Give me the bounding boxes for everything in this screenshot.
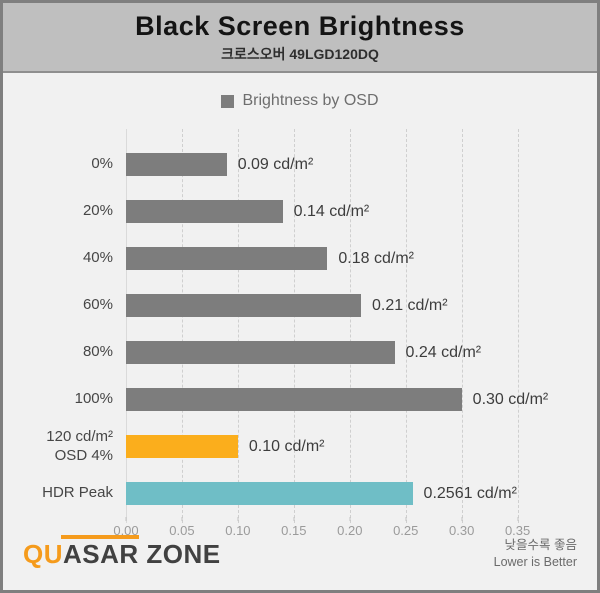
chart-footer: QUASAR ZONE 낮을수록 좋음 Lower is Better (3, 526, 597, 590)
bar-value-label: 0.09 cd/m² (237, 155, 314, 173)
bar (126, 200, 283, 223)
x-axis: 0.00 0.05 0.10 0.15 0.20 0.25 0.30 0.35 (113, 517, 540, 543)
gridline (126, 129, 127, 523)
category-label-line: HDR Peak (42, 484, 113, 502)
chart-row: HDR Peak 0.2561 cd/m² (42, 470, 540, 517)
category-label-line: 60% (82, 296, 113, 314)
category-label: 20% (3, 202, 113, 221)
axis-tick (125, 517, 127, 521)
category-label-line: 120 cd/m² (46, 427, 113, 445)
axis-tick-label: 0.00 (113, 523, 139, 538)
axis-tick (237, 517, 239, 521)
bar (126, 294, 361, 317)
bar (126, 247, 328, 270)
chart-row: 80% 0.24 cd/m² (83, 329, 540, 376)
axis-tick (293, 517, 295, 521)
axis-tick-label: 0.25 (393, 523, 419, 538)
plot-area: 0% 0.09 cd/m² 20% 0.14 cd/m² 40% 0.18 cd/m² 60… (42, 129, 548, 523)
category-label: 120 cd/m² OSD 4% (3, 428, 113, 466)
gridline (237, 129, 239, 523)
axis-tick-label: 0.20 (337, 523, 363, 538)
gridline (349, 129, 351, 523)
chart-row: 120 cd/m² OSD 4% 0.10 cd/m² (46, 423, 540, 470)
chart-row: 100% 0.30 cd/m² (75, 376, 548, 423)
category-label-line: OSD 4% (54, 446, 113, 464)
category-label: 80% (3, 343, 113, 362)
bar (126, 341, 395, 364)
gridline (293, 129, 295, 523)
note-english: Lower is Better (493, 555, 577, 569)
chart-row: 20% 0.14 cd/m² (83, 188, 540, 235)
axis-tick-label: 0.15 (281, 523, 307, 538)
bar-value-label: 0.2561 cd/m² (423, 484, 517, 502)
category-label-line: 40% (82, 249, 113, 267)
category-label-line: 20% (82, 202, 113, 220)
category-label: 0% (3, 155, 113, 174)
chart-title: Black Screen Brightness (135, 11, 465, 41)
bar-value-label: 0.18 cd/m² (338, 249, 414, 267)
gridline (405, 129, 407, 523)
chart-row: 60% 0.21 cd/m² (83, 282, 540, 329)
axis-tick-label: 0.30 (449, 523, 475, 538)
axis-tick (349, 517, 351, 521)
category-label-line: 80% (82, 343, 113, 361)
gridline (461, 129, 463, 523)
logo-asar: ASAR (61, 534, 139, 569)
bar-value-label: 0.14 cd/m² (293, 202, 370, 220)
chart-row: 0% 0.09 cd/m² (91, 141, 540, 188)
note-korean: 낮을수록 좋음 (504, 537, 577, 552)
legend-swatch-icon (221, 94, 235, 108)
category-label: 40% (3, 249, 113, 268)
axis-tick (517, 517, 519, 521)
bar (126, 153, 227, 176)
chart-row: 40% 0.18 cd/m² (83, 235, 540, 282)
gridline (517, 129, 519, 523)
axis-tick (181, 517, 183, 521)
axis-tick-label: 0.35 (504, 523, 531, 538)
logo-qu: QU (23, 538, 63, 569)
axis-tick (405, 517, 407, 521)
legend-label: Brightness by OSD (242, 92, 379, 109)
category-label: HDR Peak (3, 484, 113, 503)
bar-value-label: 0.21 cd/m² (371, 296, 448, 314)
chart-legend: Brightness by OSD (3, 91, 597, 111)
bar (126, 388, 462, 411)
axis-tick-label: 0.10 (225, 523, 251, 538)
chart-header: Black Screen Brightness 크로스오버 49LGD120DQ (3, 3, 597, 73)
category-label-line: 100% (74, 390, 113, 408)
lower-is-better-note: 낮을수록 좋음 Lower is Better (494, 537, 577, 572)
chart-subtitle: 크로스오버 49LGD120DQ (221, 46, 379, 62)
gridline (181, 129, 183, 523)
bar (126, 435, 238, 458)
axis-tick (461, 517, 463, 521)
logo-zone: ZONE (138, 538, 221, 569)
bar-value-label: 0.24 cd/m² (405, 343, 482, 361)
axis-tick-label: 0.05 (169, 523, 195, 538)
quasarzone-logo: QUASAR ZONE (23, 534, 221, 570)
bar-value-label: 0.30 cd/m² (472, 390, 549, 408)
bar-value-label: 0.10 cd/m² (248, 437, 325, 455)
bar (126, 482, 413, 505)
category-label: 60% (3, 296, 113, 315)
category-label: 100% (3, 390, 113, 409)
category-label-line: 0% (91, 155, 113, 173)
